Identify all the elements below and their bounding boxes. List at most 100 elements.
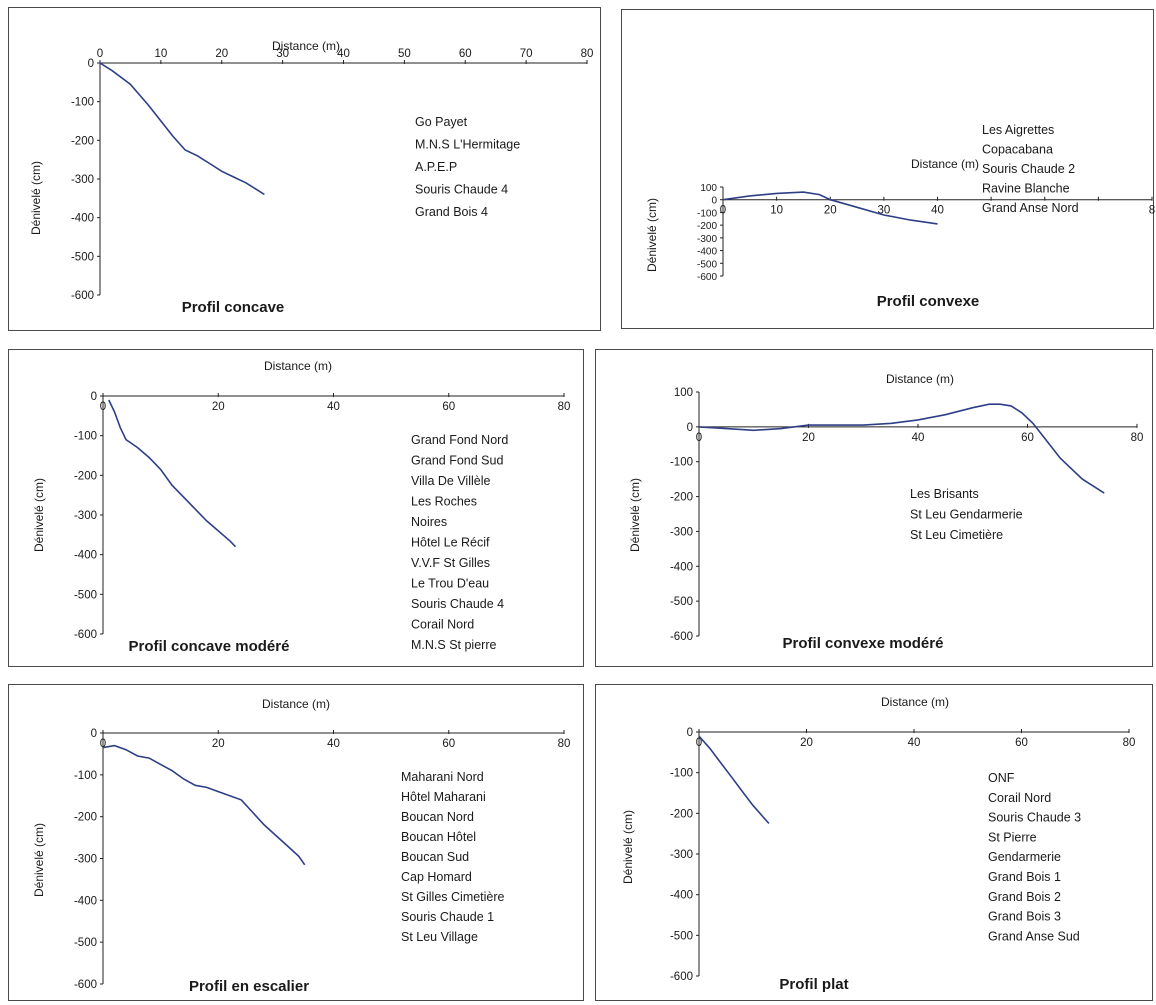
site-label: Grand Fond Sud [411,454,503,468]
chart-panel-convexe: 0 10 20 30 40 8 100 0 -100 -200 -300 -400 -500 -600 Di… [621,9,1155,329]
site-label: Le Trou D'eau [411,577,489,591]
site-label: Go Payet [415,115,468,129]
y-tick-label: 0 [711,196,717,207]
site-label: Boucan Nord [401,810,474,824]
site-label: M.N.S St pierre [411,638,496,652]
x-axis-title: Distance (m) [881,695,949,709]
site-label: Grand Bois 3 [988,910,1061,924]
site-label: St Leu Cimetière [910,528,1003,542]
site-label: Corail Nord [988,791,1051,805]
profile-title: Profil convexe [877,293,980,310]
site-label: Grand Bois 1 [988,870,1061,884]
site-label: Maharani Nord [401,770,484,784]
site-label: M.N.S L'Hermitage [415,138,520,152]
y-tick-label: -300 [697,234,717,245]
y-tick-label: -600 [71,290,94,302]
y-tick-label: 100 [674,387,693,399]
y-tick-label: -200 [71,135,94,147]
x-tick-label: 40 [327,401,340,413]
y-tick-label: -100 [74,770,97,782]
x-tick-label: 0 [720,205,726,217]
y-tick-label: 0 [687,727,693,739]
site-label: St Leu Village [401,930,478,944]
x-tick-label: 0 [100,738,106,750]
x-tick-label: 0 [696,737,702,749]
chart-svg: 0 20 40 60 80 0 -100 -200 -300 -400 -500 -600 Distan… [32,359,570,655]
y-axis-title: Dénivelé (cm) [621,810,635,884]
x-tick-label: 20 [802,432,815,444]
x-tick-label: 0 [100,401,106,413]
x-tick-label: 30 [276,48,289,60]
x-axis-title: Distance (m) [262,697,330,711]
x-axis-title: Distance (m) [886,372,954,386]
site-label: Corail Nord [411,618,474,632]
y-tick-label: 0 [88,58,94,70]
chart-panel-plat: 0 20 40 60 80 0 -100 -200 -300 -400 -500 -600 Distan… [595,684,1153,1001]
x-tick-label: 40 [931,205,944,217]
site-label: Villa De Villèle [411,474,490,488]
x-tick-label: 40 [327,738,340,750]
y-tick-label: -200 [670,808,693,820]
profile-line [698,735,770,825]
y-tick-label: -600 [74,629,97,641]
y-axis-title: Dénivelé (cm) [645,198,659,272]
chart-panel-convexe-modere: 0 20 40 60 80 100 0 -100 -200 -300 -400 -500 -600 Dis… [595,349,1153,667]
y-tick-label: -500 [670,930,693,942]
chart-panel-concave-modere: 0 20 40 60 80 0 -100 -200 -300 -400 -500 -600 Distan… [8,349,584,667]
site-label: Ravine Blanche [982,182,1070,196]
site-label: Gendarmerie [988,850,1061,864]
site-label: Grand Fond Nord [411,433,508,447]
x-tick-label: 20 [215,48,228,60]
x-axis-title: Distance (m) [272,39,340,53]
y-axis-title: Dénivelé (cm) [628,478,642,552]
site-label: Grand Bois 4 [415,205,488,219]
y-tick-label: -300 [670,849,693,861]
chart-panel-concave: 0 10 20 30 40 50 60 70 80 0 -100 -200 -300 -400 -500 -6… [8,7,601,331]
y-tick-label: -100 [74,431,97,443]
x-tick-label: 70 [520,48,533,60]
y-tick-label: -600 [697,272,717,283]
site-label: Grand Anse Nord [982,201,1079,215]
profile-line [102,744,306,866]
y-tick-label: -200 [670,492,693,504]
chart-svg: 0 20 40 60 80 0 -100 -200 -300 -400 -500 -600 Distan… [621,695,1135,993]
site-label: Noires [411,515,447,529]
y-tick-label: -400 [697,247,717,258]
y-tick-label: -500 [74,937,97,949]
site-label: Grand Anse Sud [988,929,1080,943]
x-tick-label: 0 [696,432,702,444]
x-tick-label: 80 [558,738,571,750]
site-label: Grand Bois 2 [988,890,1061,904]
profile-line [99,62,265,196]
chart-svg: 0 10 20 30 40 81000-100-200-300-400-500-600Di… [645,123,1155,310]
x-axis-title: Distance (m) [911,157,979,171]
profile-title: Profil plat [779,976,848,993]
y-tick-label: -300 [71,174,94,186]
chart-svg: 0 10 20 30 40 50 60 70 80 0 -100 -200 -300 -400 -500 -6… [29,39,593,316]
x-tick-label: 20 [212,401,225,413]
x-axis-title: Distance (m) [264,359,332,373]
site-label: Boucan Hôtel [401,830,476,844]
y-tick-label: -100 [71,97,94,109]
y-tick-label: -500 [670,596,693,608]
y-tick-label: -600 [670,631,693,643]
site-label: A.P.E.P [415,160,457,174]
chart-panel-escalier: 0 20 40 60 80 0 -100 -200 -300 -400 -500 -600 Distan… [8,684,584,1001]
x-tick-label: 60 [459,48,472,60]
site-label: Les Roches [411,495,477,509]
x-tick-label: 40 [912,432,925,444]
x-tick-label: 20 [800,737,813,749]
profile-line [722,191,938,225]
site-label: Boucan Sud [401,850,469,864]
y-tick-label: 0 [91,728,97,740]
site-label: Les Brisants [910,487,979,501]
x-tick-label: 60 [1015,737,1028,749]
x-tick-label: 20 [824,205,837,217]
site-label: Souris Chaude 4 [415,183,508,197]
site-label: Les Aigrettes [982,123,1054,137]
y-tick-label: -100 [670,457,693,469]
site-label: Souris Chaude 2 [982,162,1075,176]
y-tick-label: -500 [71,251,94,263]
x-tick-label: 20 [212,738,225,750]
y-axis-title: Dénivelé (cm) [32,823,46,897]
